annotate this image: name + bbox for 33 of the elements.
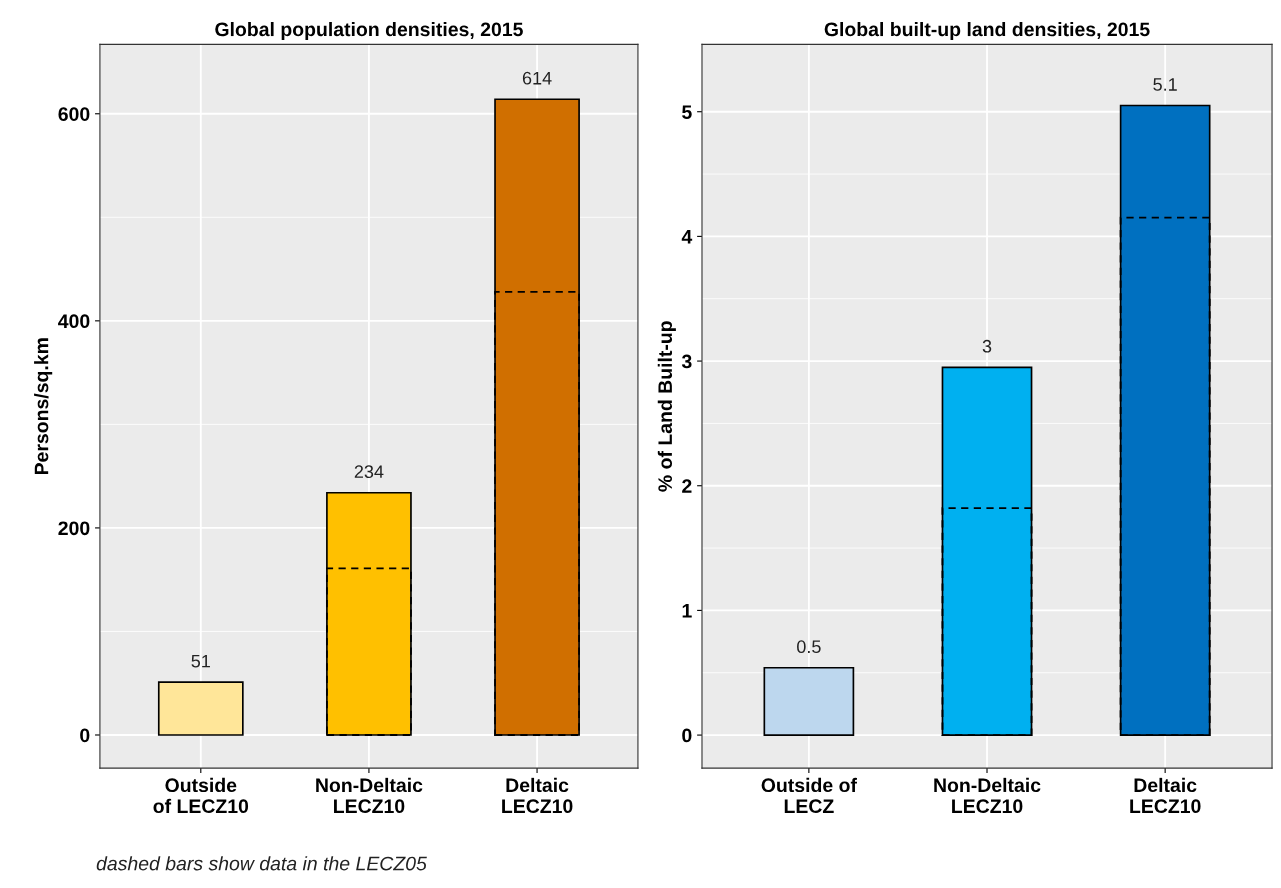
y-tick-label: 1	[682, 604, 692, 618]
y-tick-label: 0	[80, 728, 90, 743]
chart-title: Global built-up land densities, 2015	[824, 21, 1150, 41]
bar	[1119, 104, 1211, 736]
data-label: 5.1	[1153, 78, 1177, 91]
y-tick-label: 2	[682, 479, 692, 493]
y-tick-label: 0	[682, 728, 692, 743]
y-tick-label: 600	[58, 107, 90, 122]
x-tick-label: Deltaic LECZ10	[502, 777, 573, 814]
y-tick-label: 200	[58, 521, 90, 536]
y-tick-label: 400	[58, 314, 90, 329]
text: dashed bars show data in the LECZ05	[96, 856, 427, 871]
data-label: 234	[354, 465, 384, 479]
bar	[157, 681, 244, 736]
y-axis-title: % of Land Built-up	[657, 321, 676, 492]
bar	[941, 366, 1033, 736]
data-label: 0.5	[797, 640, 821, 654]
data-label: 51	[191, 654, 210, 668]
x-tick-label: Outside of LECZ	[761, 777, 857, 814]
data-label: 3	[982, 339, 992, 353]
bar	[494, 98, 580, 736]
data-label: 614	[522, 71, 552, 85]
bar	[326, 491, 412, 736]
x-tick-label: Outside of LECZ10	[153, 777, 249, 814]
bar	[763, 666, 855, 736]
y-tick-label: 5	[682, 105, 692, 119]
y-tick-label: 3	[681, 354, 692, 369]
chart-title: Global population densities, 2015	[215, 21, 523, 41]
x-tick-label: Non-Deltaic LECZ10	[316, 777, 423, 814]
y-axis-title: Persons/sq.km	[34, 338, 53, 475]
y-tick-label: 4	[681, 230, 693, 244]
x-tick-label: Non-Deltaic LECZ10	[934, 777, 1041, 814]
x-tick-label: Deltaic LECZ10	[1130, 777, 1201, 814]
